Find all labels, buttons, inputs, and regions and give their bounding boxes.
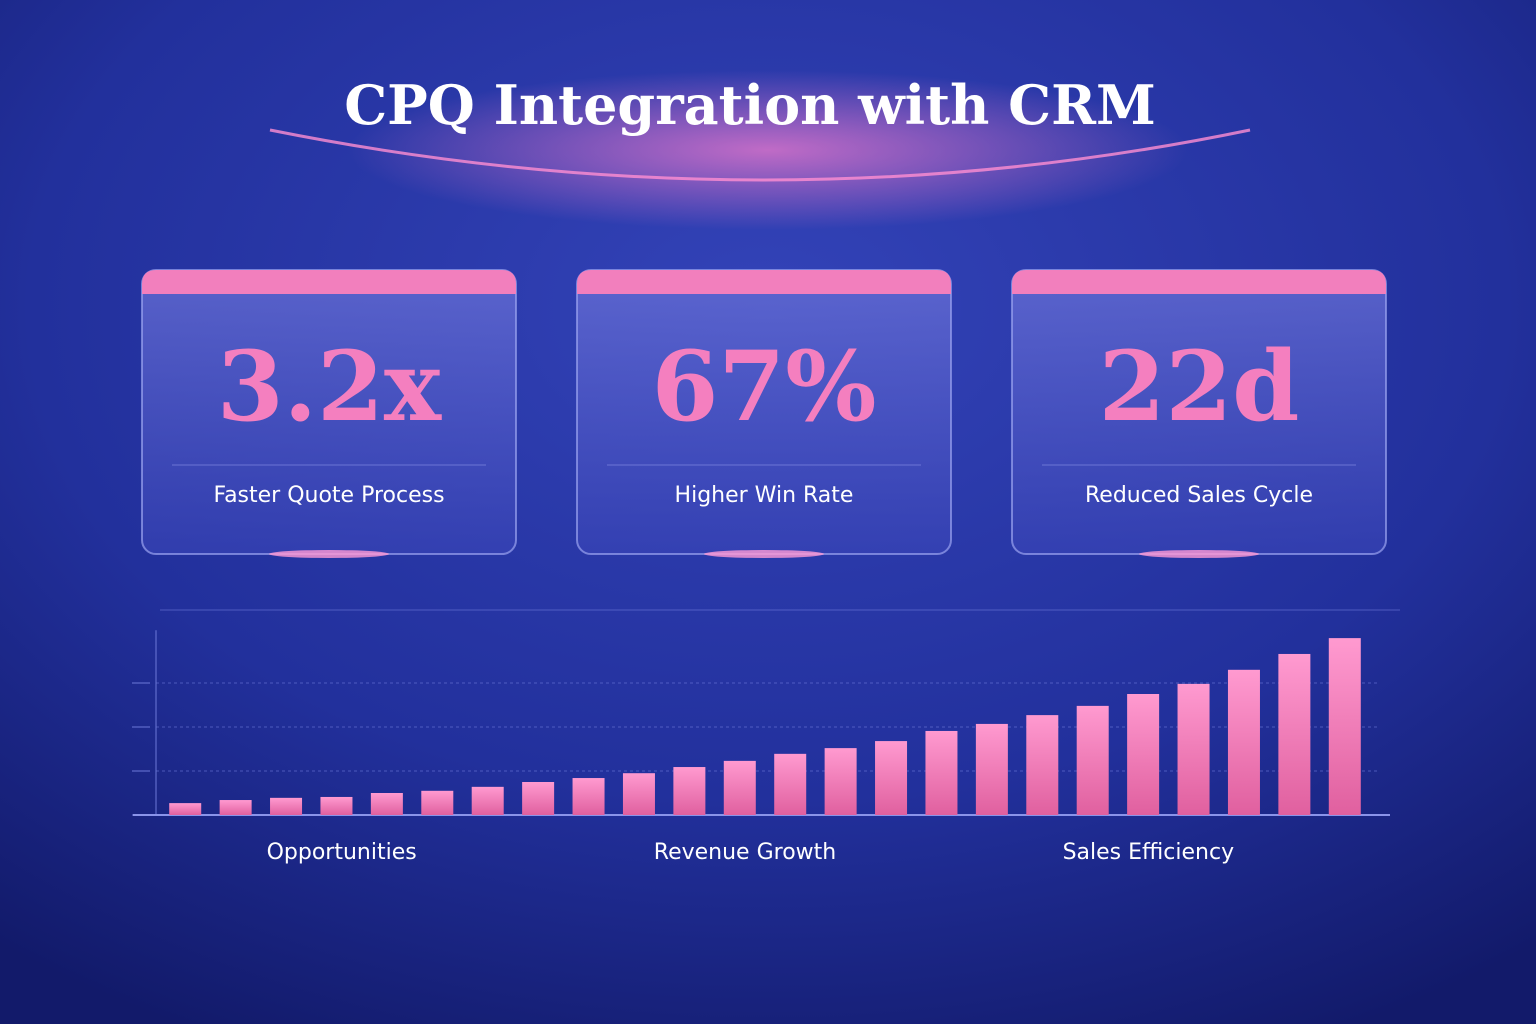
bar (1227, 669, 1260, 815)
group-label: Opportunities (267, 840, 417, 865)
bar (270, 797, 303, 815)
group-label: Sales Efficiency (1063, 840, 1235, 865)
bar (925, 730, 958, 815)
bar (774, 753, 807, 815)
card-label: Reduced Sales Cycle (1085, 483, 1313, 508)
card-glow (1139, 550, 1259, 558)
bar (471, 786, 504, 815)
group-label: Revenue Growth (654, 840, 836, 865)
metric-card: 22d Reduced Sales Cycle (1011, 269, 1387, 558)
bar (1177, 683, 1210, 815)
metric-card: 3.2x Faster Quote Process (141, 269, 517, 558)
bar (169, 803, 202, 815)
card-header (577, 270, 951, 294)
card-value: 67% (652, 330, 877, 443)
card-glow (704, 550, 824, 558)
bar (1278, 653, 1311, 815)
bar (1026, 715, 1059, 815)
bar (673, 767, 706, 815)
bar (1076, 705, 1109, 815)
bar (320, 796, 353, 815)
card-label: Faster Quote Process (213, 483, 444, 508)
bar (875, 741, 908, 815)
bar (975, 723, 1008, 815)
bar (421, 790, 454, 815)
bar (622, 773, 655, 815)
bar (572, 778, 605, 815)
bar (824, 748, 857, 815)
bar (1328, 638, 1361, 815)
card-label: Higher Win Rate (675, 483, 854, 508)
bar (723, 760, 756, 815)
title-arc (269, 128, 1251, 182)
metric-card: 67% Higher Win Rate (576, 269, 952, 558)
card-header (142, 270, 516, 294)
card-glow (269, 550, 389, 558)
bar (219, 800, 252, 815)
title-glow (348, 70, 1188, 230)
bar (370, 793, 403, 815)
cards: 3.2x Faster Quote Process 67% Higher Win Ra… (141, 269, 1387, 558)
card-header (1012, 270, 1386, 294)
card-value: 3.2x (217, 330, 442, 443)
bar (522, 782, 555, 815)
bar (1127, 694, 1160, 815)
card-value: 22d (1099, 330, 1300, 443)
bar-chart: Opportunities Revenue Growth Sales Efficie… (132, 630, 1390, 865)
title: CPQ Integration with CRM (344, 73, 1156, 137)
